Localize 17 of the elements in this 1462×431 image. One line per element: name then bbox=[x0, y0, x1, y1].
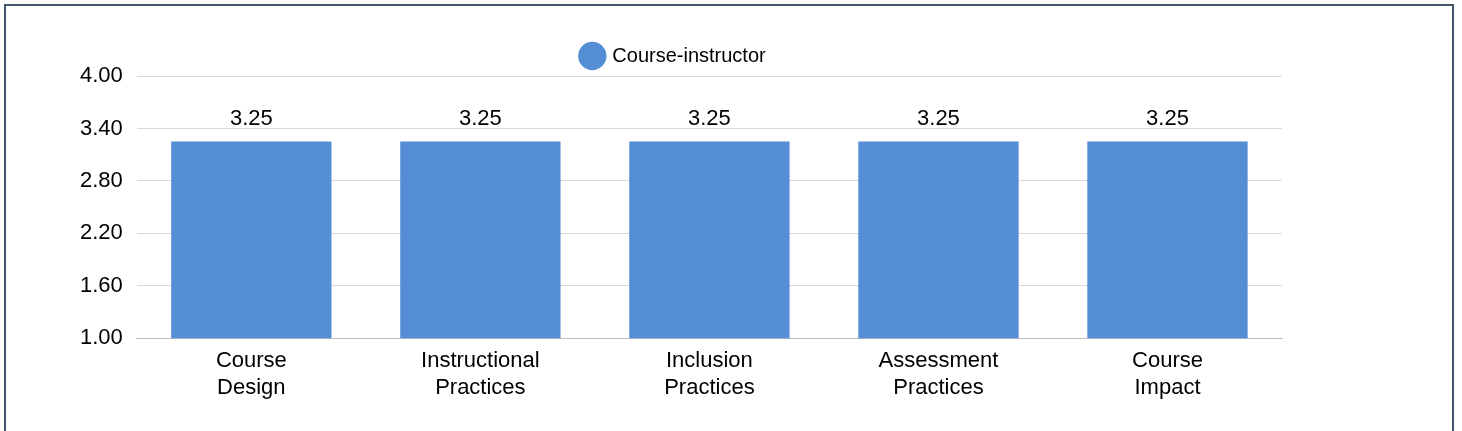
data-label: 3.25 bbox=[1146, 104, 1189, 130]
y-tick-label: 4.00 bbox=[79, 62, 123, 88]
x-tick-label: Instructional Practices bbox=[421, 347, 540, 399]
y-tick-label: 1.60 bbox=[79, 271, 123, 297]
y-tick-label: 2.20 bbox=[79, 219, 123, 245]
x-tick-label: Inclusion Practices bbox=[664, 347, 755, 399]
data-label: 3.25 bbox=[688, 104, 731, 130]
x-tick-label: Assessment Practices bbox=[878, 347, 999, 399]
x-tick-label: Course Design bbox=[215, 347, 287, 399]
x-tick-label: Course Impact bbox=[1132, 347, 1203, 399]
data-label: 3.25 bbox=[458, 104, 502, 130]
y-tick-label: 3.40 bbox=[79, 114, 123, 140]
legend-label: Course-instructor bbox=[612, 43, 767, 66]
data-label: 3.25 bbox=[229, 104, 273, 130]
data-label: 3.25 bbox=[917, 104, 960, 130]
y-tick-label: 2.80 bbox=[79, 166, 123, 192]
y-tick-label: 1.00 bbox=[79, 324, 123, 350]
